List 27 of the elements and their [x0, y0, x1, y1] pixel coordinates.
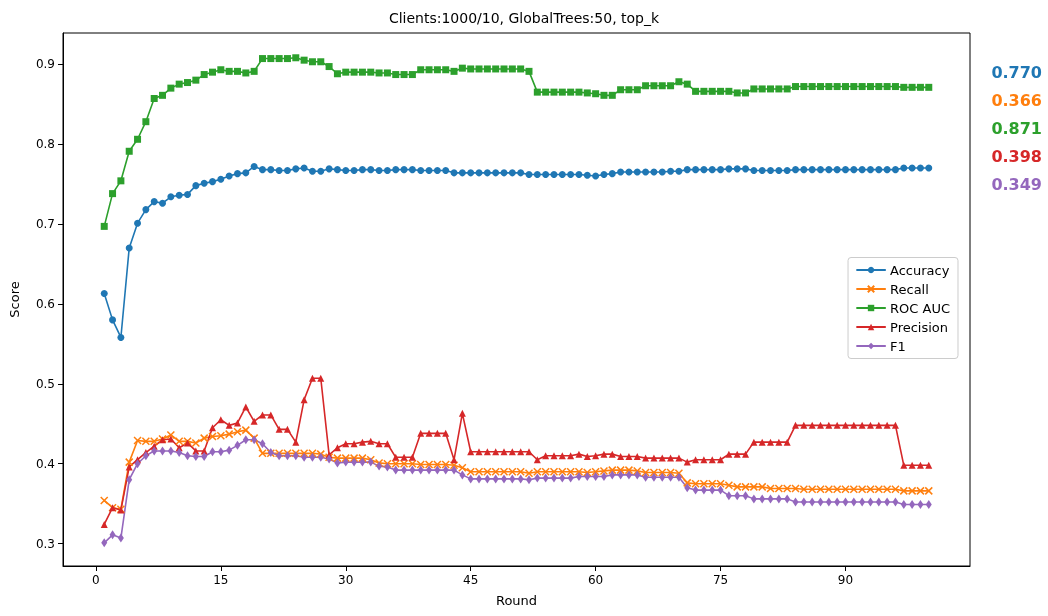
y-tick-label: 0.3 — [35, 536, 55, 551]
text: 0.366 — [991, 90, 1042, 110]
legend-label: ROC AUC — [890, 300, 951, 316]
x-tick-label: 0 — [92, 573, 100, 587]
y-tick-label: 0.5 — [35, 376, 55, 391]
y-tick-label: 0.8 — [35, 137, 55, 152]
x-tick-label: 30 — [338, 573, 354, 587]
text: 0.398 — [991, 146, 1042, 166]
chart-title: Clients:1000/10, GlobalTrees:50, top_k — [388, 10, 660, 26]
x-axis-title: Round — [495, 593, 538, 608]
x-tick-label: 75 — [712, 573, 729, 587]
text: 0.349 — [991, 174, 1042, 194]
legend-label: Precision — [890, 319, 949, 335]
legend-label: Accuracy — [890, 262, 950, 278]
y-tick-label: 0.6 — [35, 296, 55, 311]
x-tick-label: 60 — [587, 573, 604, 587]
y-tick-label: 0.4 — [35, 456, 55, 471]
y-tick-label: 0.7 — [35, 216, 55, 231]
x-tick-label: 15 — [213, 573, 229, 587]
text: 0.770 — [991, 62, 1042, 82]
y-axis-title: Score — [7, 281, 22, 318]
legend-label: Recall — [890, 281, 929, 297]
y-tick-label: 0.9 — [35, 57, 55, 72]
legend-label: F1 — [890, 338, 906, 354]
x-tick-label: 90 — [837, 573, 854, 587]
x-tick-label: 45 — [463, 573, 479, 587]
text: 0.871 — [991, 118, 1042, 138]
